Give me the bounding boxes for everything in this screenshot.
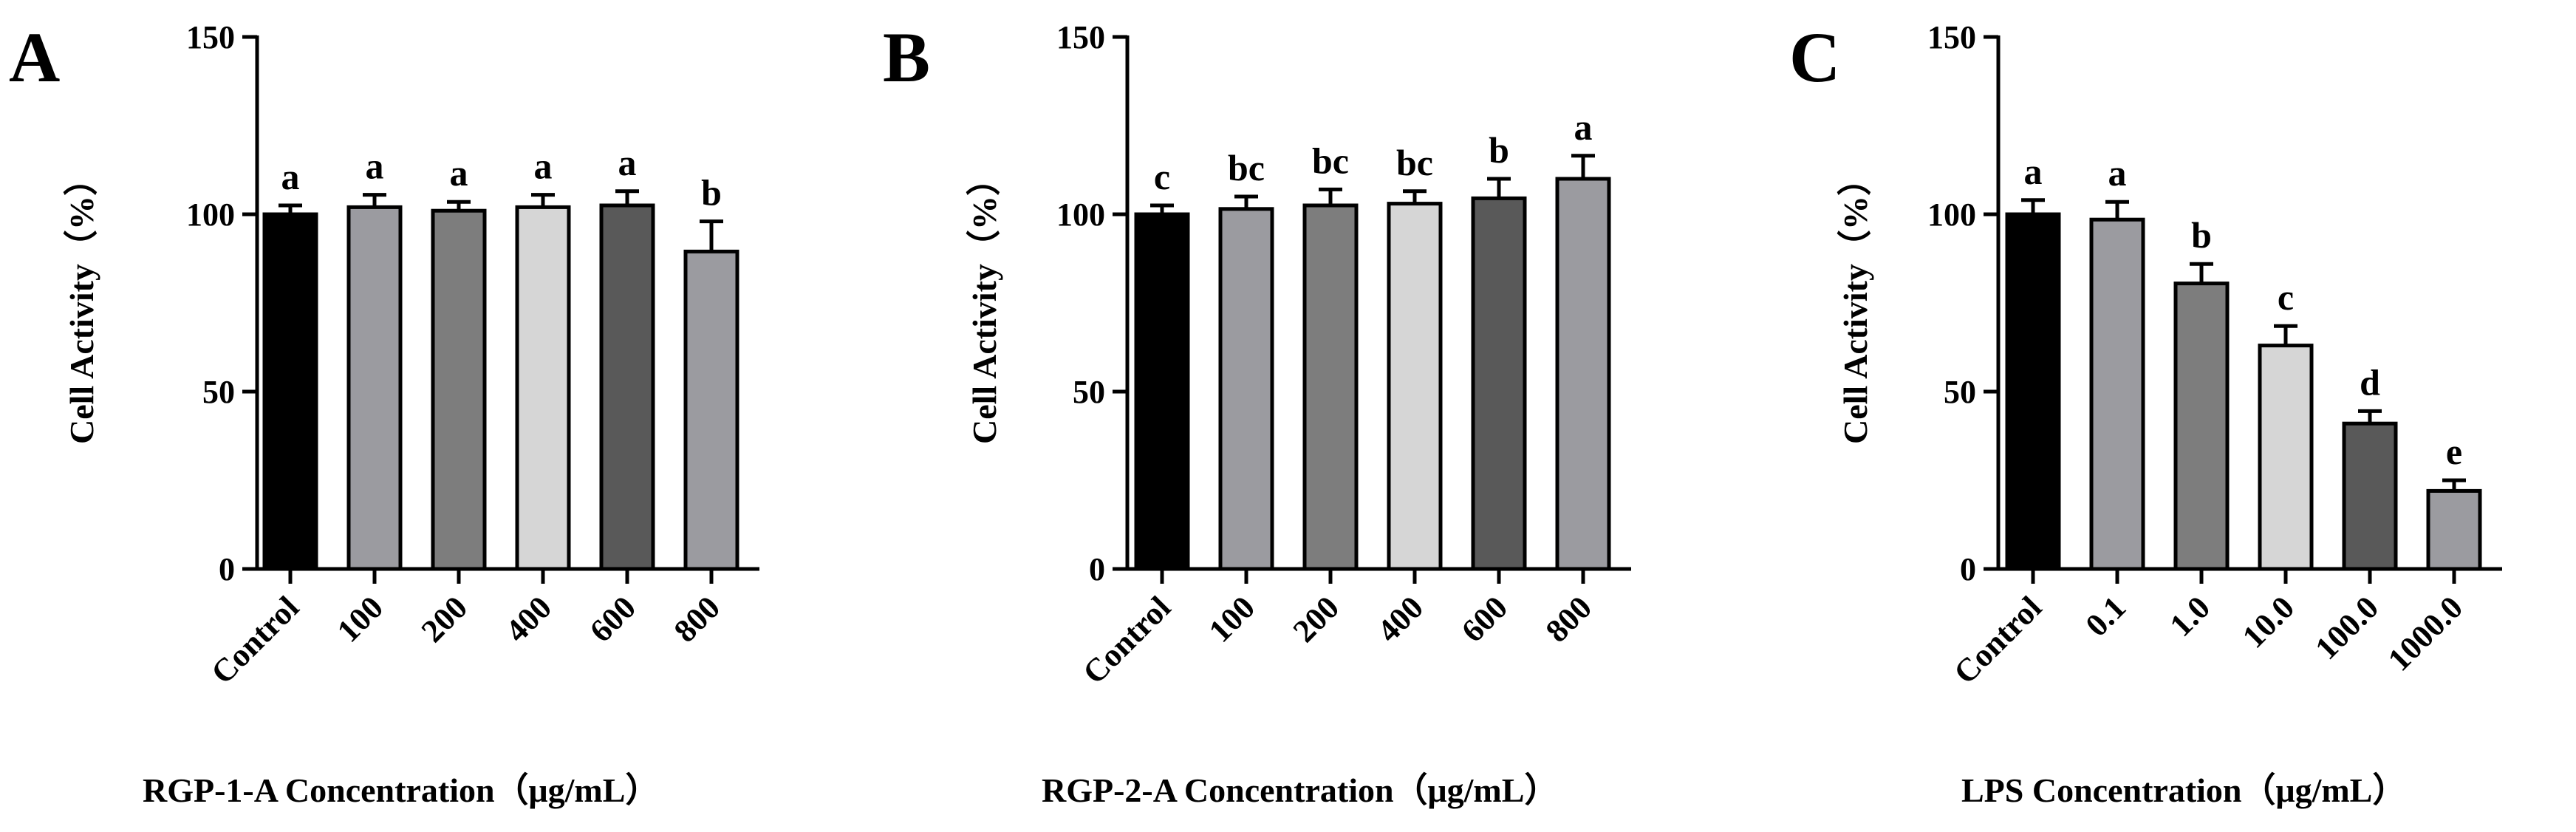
panel-c-x-tick-label: Control	[1947, 589, 2049, 691]
panel-a-x-tick-label: 100	[330, 589, 390, 649]
panel-c-x-tick-label: 100.0	[2308, 589, 2385, 666]
panel-b-y-axis-title: Cell Activity（%）	[966, 162, 1003, 444]
panel-b-y-tick-label: 150	[1056, 19, 1105, 55]
panel-a-bar	[515, 205, 571, 571]
panel-c-x-tick-label: 0.1	[2079, 589, 2133, 644]
panel-a-bar	[346, 205, 403, 571]
panel-a-significance-letter: a	[366, 146, 384, 187]
panel-a-x-axis-title: RGP-1-A Concentration（μg/mL）	[143, 771, 659, 809]
panel-a-significance-letter: b	[701, 172, 722, 214]
panel-a-y-axis-title: Cell Activity（%）	[63, 162, 100, 444]
panel-c-significance-letter: b	[2191, 214, 2212, 256]
panel-c-bar	[2089, 217, 2145, 571]
panel-c-bar	[2005, 212, 2061, 571]
panel-c-label: C	[1789, 18, 1840, 97]
panel-c-bar	[2342, 421, 2398, 571]
panel-c-y-tick-label: 0	[1960, 551, 1976, 587]
panel-a-significance-letter: a	[618, 142, 637, 183]
panel-c-significance-letter: a	[2024, 151, 2043, 192]
panel-b-bar	[1302, 203, 1359, 571]
panel-b-bar	[1555, 177, 1611, 571]
panel-b-significance-letter: a	[1574, 106, 1593, 148]
panel-b-bar	[1134, 212, 1190, 571]
panel-b-bar	[1218, 207, 1274, 571]
panel-a-x-tick-label: 800	[667, 589, 727, 649]
panel-a-significance-letter: a	[281, 156, 300, 197]
panel-b-significance-letter: bc	[1312, 140, 1349, 181]
panel-c-significance-letter: d	[2360, 361, 2380, 403]
panel-a-y-tick-label: 0	[219, 551, 235, 587]
panel-a-x-tick-label: 600	[583, 589, 643, 649]
panel-b-x-axis-title: RGP-2-A Concentration（μg/mL）	[1042, 771, 1558, 809]
panel-b-x-tick-label: Control	[1076, 589, 1178, 691]
panel-b-x-tick-label: 400	[1370, 589, 1430, 649]
panel-c-y-tick-label: 50	[1944, 374, 1976, 410]
panel-b-x-tick-label: 200	[1286, 589, 1346, 649]
panel-c-significance-letter: e	[2446, 431, 2462, 472]
panel-b-bar	[1471, 196, 1527, 571]
panel-a-y-tick-label: 150	[186, 19, 235, 55]
panel-a-bar	[431, 208, 487, 571]
panel-b-y-tick-label: 50	[1073, 374, 1105, 410]
panel-c-x-axis-title: LPS Concentration（μg/mL）	[1961, 771, 2406, 809]
panel-a-bar	[599, 203, 655, 571]
panel-c-y-tick-label: 100	[1927, 197, 1976, 233]
panel-a-x-tick-label: 200	[414, 589, 474, 649]
panel-c-significance-letter: c	[2278, 276, 2294, 318]
panel-b-significance-letter: bc	[1228, 147, 1265, 188]
panel-c-significance-letter: a	[2108, 152, 2127, 194]
panel-c-bar	[2173, 282, 2230, 571]
panel-a-label: A	[9, 18, 60, 97]
panel-c-x-tick-label: 10.0	[2235, 589, 2301, 655]
panel-b-bar	[1387, 202, 1443, 571]
panel-c-x-tick-label: 1.0	[2163, 589, 2218, 644]
panel-a-significance-letter: a	[450, 152, 468, 194]
panel-c-bar	[2426, 488, 2482, 571]
panel-b-significance-letter: b	[1489, 129, 1509, 171]
panel-a-y-tick-label: 50	[202, 374, 235, 410]
panel-b-y-tick-label: 100	[1056, 197, 1105, 233]
panel-c-x-tick-label: 1000.0	[2381, 589, 2470, 678]
panel-a-bar	[683, 249, 739, 571]
panel-b-x-tick-label: 800	[1539, 589, 1599, 649]
panel-a-x-tick-label: Control	[204, 589, 306, 691]
panel-b-x-tick-label: 600	[1455, 589, 1514, 649]
panel-b-label: B	[883, 18, 930, 97]
panel-a-y-tick-label: 100	[186, 197, 235, 233]
panel-b-x-tick-label: 100	[1202, 589, 1262, 649]
panel-b-significance-letter: bc	[1396, 142, 1433, 183]
panel-a-significance-letter: a	[534, 146, 553, 187]
panel-b-y-tick-label: 0	[1089, 551, 1105, 587]
panel-b-significance-letter: c	[1154, 156, 1170, 197]
panel-c-bar	[2258, 344, 2314, 571]
panel-c-y-axis-title: Cell Activity（%）	[1837, 162, 1874, 444]
panel-c-y-tick-label: 150	[1927, 19, 1976, 55]
panel-a-x-tick-label: 400	[499, 589, 558, 649]
panel-a-bar	[262, 212, 318, 571]
